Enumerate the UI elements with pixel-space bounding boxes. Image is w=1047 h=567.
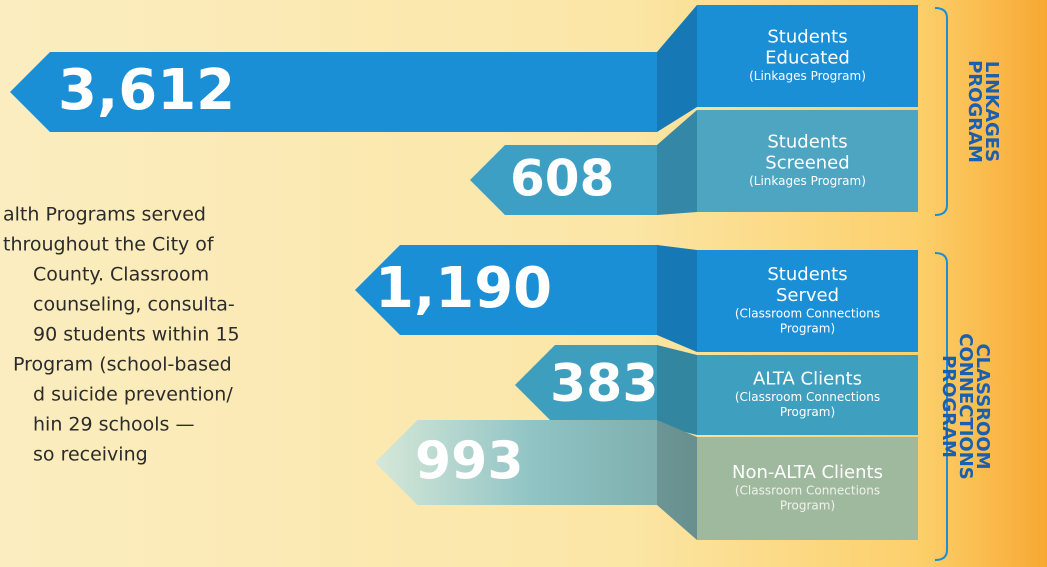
- vertical-title: PROGRAM: [964, 60, 985, 163]
- arrow-fold: [657, 420, 697, 540]
- vertical-title: LINKAGES: [981, 61, 1002, 162]
- box-sublabel: Program): [780, 405, 835, 419]
- big-number: 608: [510, 150, 614, 208]
- arrow: [10, 5, 697, 132]
- bracket: [934, 252, 948, 561]
- box-label: Non-ALTA Clients: [732, 462, 883, 483]
- box-sublabel: (Classroom Connections: [735, 484, 880, 498]
- box-sublabel: (Linkages Program): [749, 69, 866, 83]
- big-number: 3,612: [58, 58, 235, 123]
- box-sublabel: (Classroom Connections: [735, 307, 880, 321]
- vertical-title: PROGRAM: [938, 355, 959, 458]
- bracket: [934, 7, 948, 216]
- paragraph-line: 90 students within 15: [33, 324, 240, 346]
- vertical-title: CONNECTIONS: [955, 333, 976, 479]
- box-label: Students: [767, 264, 847, 285]
- arrow: [375, 420, 697, 540]
- label-box: [697, 250, 918, 352]
- arrow: [470, 110, 697, 215]
- paragraph-line: so receiving: [33, 444, 148, 466]
- arrow-fold: [657, 345, 697, 435]
- box-label: Screened: [765, 153, 849, 174]
- box-label: Served: [776, 285, 839, 306]
- label-box: [697, 437, 918, 540]
- paragraph-line: County. Classroom: [33, 264, 209, 286]
- label-box: [697, 5, 918, 107]
- paragraph-line: Program (school-based: [13, 354, 232, 376]
- box-label: Educated: [765, 48, 850, 69]
- label-box: [697, 355, 918, 435]
- box-label: ALTA Clients: [753, 369, 862, 390]
- box-label: Students: [767, 132, 847, 153]
- arrow: [355, 245, 697, 352]
- paragraph-line: counseling, consulta-: [33, 294, 235, 316]
- box-label: Students: [767, 27, 847, 48]
- arrow: [515, 345, 697, 435]
- arrow-fold: [657, 5, 697, 132]
- box-sublabel: (Linkages Program): [749, 174, 866, 188]
- big-number: 993: [415, 432, 524, 492]
- paragraph-line: alth Programs served: [3, 204, 206, 226]
- paragraph-line: hin 29 schools —: [33, 414, 194, 436]
- arrow-fold: [657, 245, 697, 352]
- box-sublabel: (Classroom Connections: [735, 390, 880, 404]
- big-number: 1,190: [375, 256, 552, 321]
- paragraph-line: d suicide prevention/: [33, 384, 233, 406]
- big-number: 383: [550, 354, 659, 414]
- box-sublabel: Program): [780, 322, 835, 336]
- arrow-fold: [657, 110, 697, 215]
- box-sublabel: Program): [780, 499, 835, 513]
- vertical-title: CLASSROOM: [972, 343, 993, 469]
- label-box: [697, 110, 918, 212]
- paragraph-line: throughout the City of: [3, 234, 215, 256]
